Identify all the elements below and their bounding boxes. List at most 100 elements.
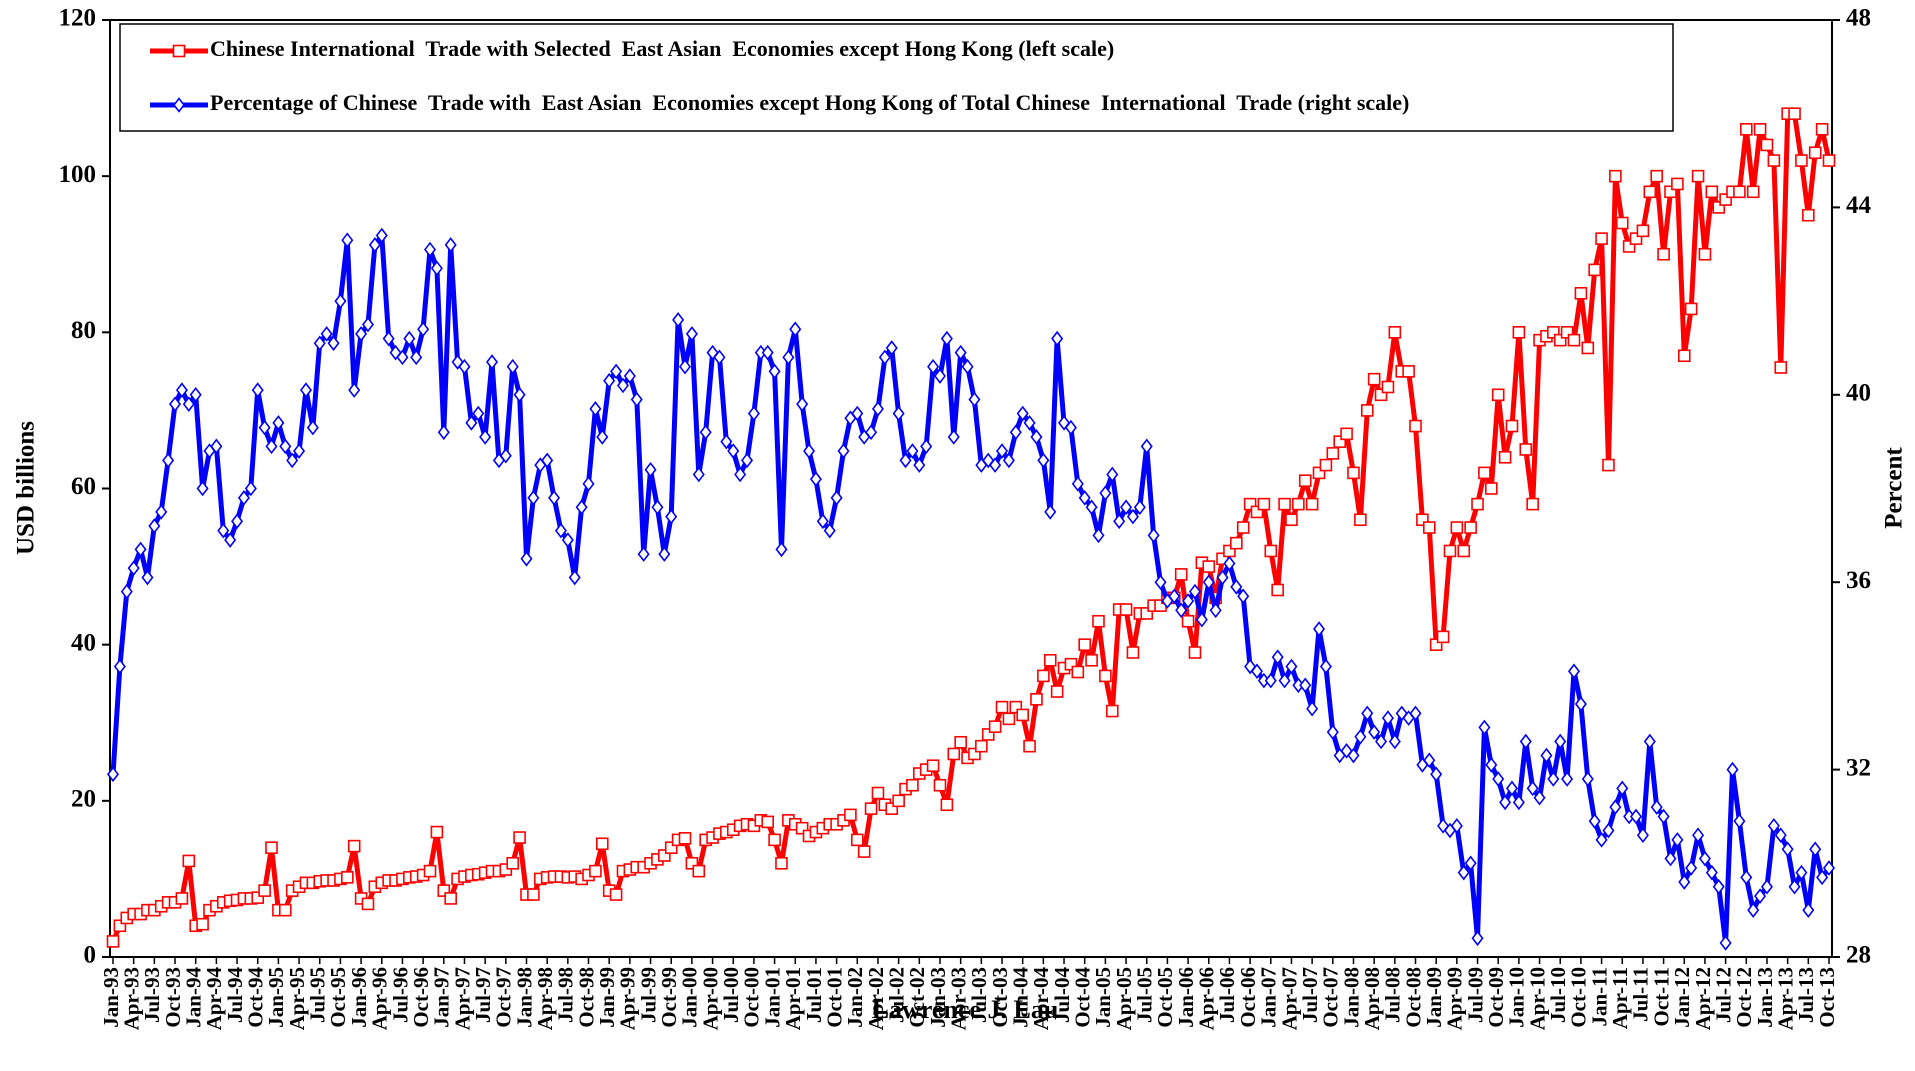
data-point xyxy=(678,358,692,375)
legend-marker xyxy=(172,44,186,58)
data-point xyxy=(1092,614,1105,628)
data-point xyxy=(1285,513,1298,527)
x-tick-label: Jul-04 xyxy=(1050,967,1074,1024)
data-point xyxy=(644,461,657,478)
x-tick-label: Jan-98 xyxy=(512,967,536,1028)
data-point xyxy=(1478,719,1491,736)
data-point xyxy=(927,358,940,375)
data-point xyxy=(506,856,520,870)
data-point xyxy=(664,841,678,854)
data-point xyxy=(1016,708,1029,722)
data-point xyxy=(823,522,836,539)
x-tick-label: Jul-13 xyxy=(1794,967,1818,1023)
data-point xyxy=(1037,669,1050,683)
data-point xyxy=(444,237,457,253)
data-point xyxy=(1629,232,1643,245)
data-point xyxy=(1105,704,1119,718)
data-point xyxy=(1306,700,1319,717)
data-point xyxy=(1678,874,1691,890)
data-point xyxy=(665,508,678,525)
data-point xyxy=(527,490,540,506)
data-point xyxy=(561,532,574,548)
data-point xyxy=(892,794,905,808)
data-point xyxy=(609,888,623,901)
data-point xyxy=(1002,452,1015,469)
data-point xyxy=(1760,878,1773,895)
x-tick-label: Jan-13 xyxy=(1753,967,1777,1028)
data-point xyxy=(1188,583,1201,600)
data-point xyxy=(1360,404,1374,417)
data-point xyxy=(299,382,312,398)
data-point xyxy=(899,452,912,469)
data-point xyxy=(1498,450,1512,464)
data-point xyxy=(1554,733,1567,750)
data-point xyxy=(1664,185,1677,199)
data-point xyxy=(251,382,264,398)
data-point xyxy=(1409,705,1422,722)
data-point xyxy=(224,532,237,548)
data-point xyxy=(1381,710,1394,726)
data-point xyxy=(1574,696,1587,712)
data-point xyxy=(403,330,416,347)
data-point xyxy=(685,856,699,870)
x-tick-label: Jan-11 xyxy=(1587,967,1611,1027)
x-tick-label: Jan-93 xyxy=(99,967,123,1028)
data-point xyxy=(265,438,278,455)
data-point xyxy=(1209,602,1222,619)
data-point xyxy=(961,358,974,375)
x-tick-label: Jul-96 xyxy=(388,967,412,1023)
x-tick-label: Apr-03 xyxy=(946,967,970,1030)
x-tick-label: Oct-02 xyxy=(905,967,929,1028)
data-point xyxy=(106,766,120,783)
data-point xyxy=(258,419,271,436)
data-point xyxy=(1085,653,1098,667)
data-point xyxy=(1671,177,1684,191)
data-point xyxy=(1078,638,1092,651)
data-point xyxy=(1126,508,1139,525)
data-point xyxy=(182,396,195,412)
data-point xyxy=(423,864,437,878)
data-point xyxy=(1630,808,1643,825)
data-point xyxy=(1816,869,1829,886)
x-tick-label: Apr-94 xyxy=(202,967,226,1031)
data-point xyxy=(1140,438,1153,455)
x-tick-label: Apr-02 xyxy=(864,967,888,1030)
data-point xyxy=(1581,771,1594,787)
data-point xyxy=(1030,429,1043,445)
x-tick-label: Apr-06 xyxy=(1195,967,1219,1030)
data-point xyxy=(1305,497,1319,511)
data-point xyxy=(1671,832,1684,848)
x-tick-label: Apr-97 xyxy=(450,967,474,1030)
x-tick-label: Jan-05 xyxy=(1091,967,1115,1028)
data-point xyxy=(885,340,898,356)
data-point xyxy=(1809,841,1822,858)
data-point xyxy=(775,541,788,558)
x-tick-label: Oct-03 xyxy=(988,967,1012,1028)
x-tick-label: Oct-10 xyxy=(1567,967,1591,1028)
data-point xyxy=(1333,435,1346,448)
data-point xyxy=(1740,869,1753,886)
data-point xyxy=(1271,583,1284,597)
data-point xyxy=(430,260,443,277)
data-point xyxy=(1044,504,1057,520)
data-point xyxy=(1781,841,1794,858)
data-point xyxy=(424,241,437,258)
x-tick-label: Oct-11 xyxy=(1649,967,1673,1026)
data-point xyxy=(1692,827,1705,844)
data-point xyxy=(430,825,444,839)
data-point xyxy=(1712,201,1726,214)
data-point xyxy=(444,892,457,905)
data-point xyxy=(596,429,609,445)
x-tick-label: Jul-10 xyxy=(1546,967,1570,1023)
x-tick-label: Jul-07 xyxy=(1298,967,1322,1023)
x-tick-label: Oct-94 xyxy=(244,967,268,1028)
data-point xyxy=(1181,614,1195,628)
data-point xyxy=(120,583,133,600)
data-point xyxy=(368,237,381,253)
data-point xyxy=(1547,771,1560,787)
data-point xyxy=(210,438,223,455)
data-point xyxy=(947,747,961,761)
data-point xyxy=(437,424,450,441)
data-point xyxy=(217,522,230,539)
data-point xyxy=(1568,663,1581,680)
